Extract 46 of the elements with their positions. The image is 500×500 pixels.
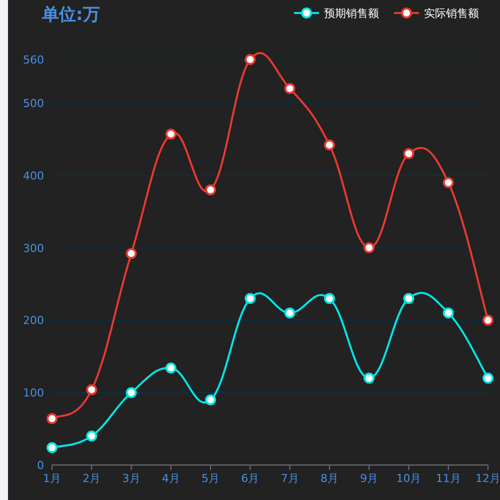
chart-title: 单位:万 (41, 5, 100, 25)
point (482, 372, 494, 384)
point (284, 82, 296, 94)
x-tick-label: 4月 (162, 472, 180, 485)
point (46, 413, 58, 424)
point (324, 139, 335, 150)
x-tick-label: 2月 (82, 472, 101, 485)
point (205, 184, 216, 196)
point (165, 128, 176, 140)
point (482, 314, 494, 326)
x-tick-label: 1月 (43, 472, 61, 485)
y-tick-label: 400 (23, 169, 44, 182)
point (324, 292, 335, 304)
point (442, 177, 454, 188)
y-tick-label: 500 (23, 96, 44, 110)
point (244, 292, 256, 304)
x-tick-label: 11月 (436, 472, 461, 485)
x-tick-label: 10月 (396, 472, 422, 485)
point (126, 248, 137, 260)
point (442, 307, 454, 318)
point (126, 387, 137, 398)
x-tick-label: 7月 (280, 472, 299, 485)
point (284, 307, 296, 318)
legend-label: 预期销售额 (324, 7, 379, 20)
point (205, 394, 216, 406)
y-tick-label: 560 (23, 54, 44, 66)
x-tick-label: 8月 (320, 472, 338, 485)
y-tick-label: 100 (23, 386, 44, 400)
point (46, 442, 58, 454)
x-tick-label: 5月 (202, 472, 220, 485)
point (364, 242, 375, 254)
x-tick-label: 6月 (241, 472, 260, 485)
point (403, 148, 414, 160)
point (165, 362, 176, 374)
x-tick-label: 3月 (122, 472, 140, 485)
x-tick-label: 9月 (360, 472, 378, 485)
y-tick-label: 300 (23, 242, 44, 255)
point (86, 430, 98, 442)
point (86, 384, 98, 396)
legend-label: 实际销售额 (424, 7, 479, 20)
y-tick-label: 0 (37, 459, 44, 472)
y-tick-label: 200 (23, 314, 44, 328)
point (244, 54, 256, 65)
x-tick-label: 12月 (476, 472, 500, 485)
point (364, 372, 375, 384)
point (403, 292, 414, 304)
